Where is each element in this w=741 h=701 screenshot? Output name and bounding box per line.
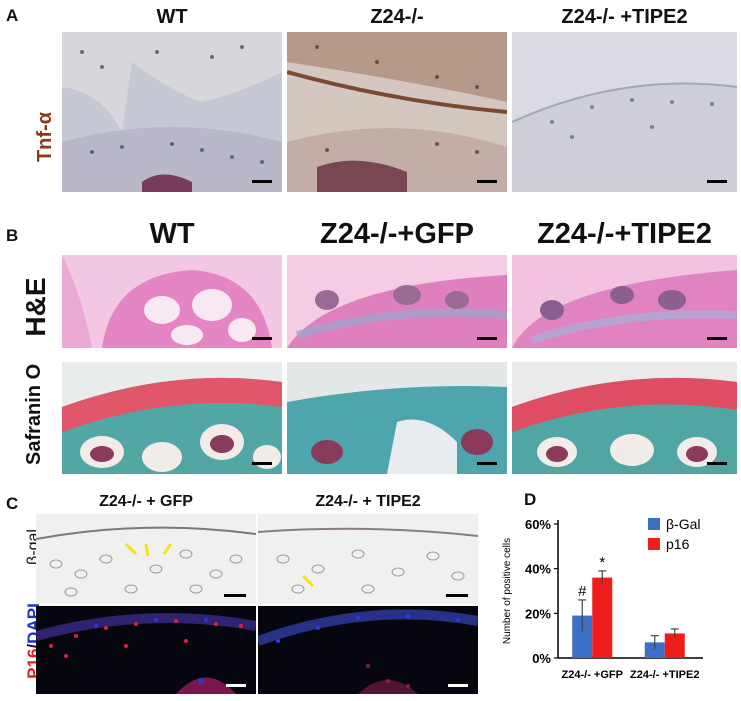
he-stain-wt-image [62,255,282,348]
panel-c-header-tipe2: Z24-/- + TIPE2 [315,493,421,510]
panel-b-header-wt: WT [149,218,195,250]
bar-p16-gfp [592,577,613,658]
legend-swatch [648,518,660,530]
panel-a-letter: A [6,6,19,25]
scale-bar [477,462,497,465]
safranin-o-wt-image [62,362,282,474]
scale-bar [224,594,246,597]
panel-a-header-tipe2: Z24-/- +TIPE2 [561,6,688,28]
panel-a-header-z24: Z24-/- [370,6,424,28]
panel-c-letter: C [6,494,19,513]
y-tick-label: 0% [532,651,551,666]
significance-annotation: # [578,583,587,600]
scale-bar [448,684,468,687]
panel-b-letter: B [6,226,19,245]
y-tick-label: 40% [525,562,551,577]
x-category-label: Z24-/- +GFP [562,669,623,681]
legend-label: p16 [666,536,690,552]
panel-d-letter: D [524,490,537,509]
y-tick-label: 20% [525,606,551,621]
panel-c-header-gfp: Z24-/- + GFP [99,493,193,510]
bar-beta-gal-tipe2 [644,642,665,658]
tnf-alpha-ihc-z24-image [287,32,507,192]
beta-gal-tipe2-image [258,514,478,604]
p16-dapi-fluorescence-gfp-image [36,606,256,694]
scale-bar [252,462,272,465]
scale-bar [226,684,246,687]
scale-bar [252,180,272,183]
significance-annotation: * [599,554,605,571]
bar-beta-gal-gfp [572,615,593,658]
scale-bar [477,180,497,183]
safranin-o-gfp-image [287,362,507,474]
scale-bar [707,462,727,465]
scale-bar [477,337,497,340]
tnf-alpha-ihc-tipe2-image [512,32,737,192]
panel-a-header-wt: WT [156,6,188,28]
chart-svg: 0% 20% 40% 60% Number of positive cells # * Z24… [502,516,703,681]
panel-b-header-tipe2: Z24-/-+TIPE2 [537,218,712,250]
scale-bar [707,337,727,340]
bar-p16-tipe2 [664,633,685,658]
scale-bar [446,594,468,597]
senescence-bar-chart: 0% 20% 40% 60% Number of positive cells # * Z24… [488,500,738,696]
scale-bar [252,337,272,340]
panel-b-row-label-safranin: Safranin O [23,363,45,465]
beta-gal-gfp-image [36,514,256,604]
safranin-o-tipe2-image [512,362,737,474]
scale-bar [707,180,727,183]
tnf-alpha-ihc-wt-image [62,32,282,192]
y-axis-label: Number of positive cells [502,538,513,644]
panel-a-row-label: Tnf-α [34,111,56,163]
panel-b-row-label-he: H&E [20,277,51,337]
legend-swatch [648,538,660,550]
he-stain-gfp-image [287,255,507,348]
panel-b-header-gfp: Z24-/-+GFP [320,218,474,250]
y-tick-label: 60% [525,517,551,532]
legend-label: β-Gal [666,516,701,532]
p16-dapi-fluorescence-tipe2-image [258,606,478,694]
he-stain-tipe2-image [512,255,737,348]
x-category-label: Z24-/- +TIPE2 [630,669,699,681]
